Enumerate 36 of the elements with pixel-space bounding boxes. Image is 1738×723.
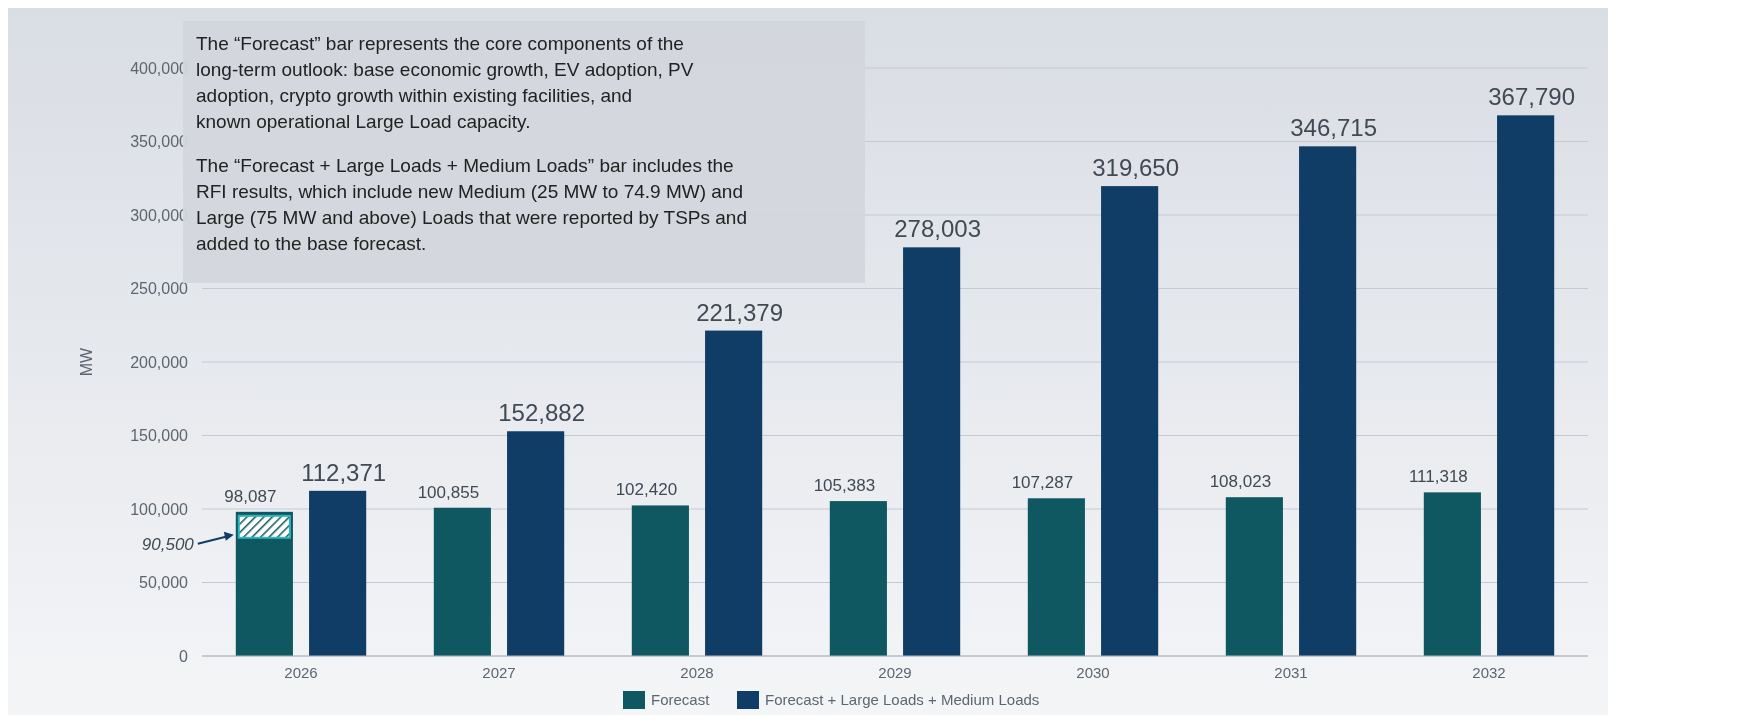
y-tick-label: 400,000: [130, 59, 189, 77]
data-label: 278,003: [894, 215, 982, 243]
text: 90,500: [141, 534, 195, 554]
y-axis-title: MW: [78, 346, 95, 377]
y-tick-label: 350,000: [130, 133, 189, 151]
legend-label: Forecast + Large Loads + Medium Loads: [765, 691, 1040, 708]
data-label: 107,287: [1011, 473, 1074, 493]
x-tick-label: 2029: [878, 664, 912, 681]
data-label: 152,882: [498, 399, 586, 427]
y-tick-label: 250,000: [130, 280, 189, 298]
x-tick-label: 2028: [680, 664, 714, 681]
x-tick-label: 2031: [1274, 664, 1308, 681]
data-label: 111,318: [1408, 467, 1468, 487]
data-label: 221,379: [696, 298, 784, 326]
data-label: 102,420: [615, 480, 678, 500]
data-label: 346,715: [1290, 114, 1378, 142]
data-label: 367,790: [1488, 83, 1576, 111]
x-tick-label: 2032: [1472, 664, 1506, 681]
data-label: 319,650: [1092, 154, 1180, 182]
y-tick-label: 50,000: [139, 574, 189, 592]
annotation: The “Forecast” bar represents the core components of the long-term outlook: base economic growth, EV adoption, PV adoption, crypto growth within existing facilities, and known operational Large Load capacity.: [196, 33, 694, 132]
data-label: 105,383: [813, 476, 876, 496]
x-tick-label: 2026: [284, 664, 318, 681]
y-tick-label: 300,000: [130, 206, 189, 224]
y-tick-label: 200,000: [130, 353, 189, 371]
x-tick-label: 2027: [482, 664, 516, 681]
data-label: 100,855: [417, 482, 480, 502]
legend-label: Forecast: [651, 691, 711, 708]
y-tick-label: 100,000: [130, 500, 189, 518]
y-tick-label: 150,000: [130, 427, 189, 445]
data-label: 108,023: [1209, 472, 1272, 492]
x-tick-label: 2030: [1076, 664, 1110, 681]
annotation: The “Forecast + Large Loads + Medium Loads” bar includes the RFI results, which include new Medium (25 MW to 74.9 MW) and Large (75 MW and above) Loads that were reported by TSPs and added to the base forecast.: [196, 155, 747, 254]
y-tick-label: 0: [179, 647, 189, 665]
data-label: 112,371: [301, 458, 387, 486]
data-label: 98,087: [224, 486, 277, 506]
